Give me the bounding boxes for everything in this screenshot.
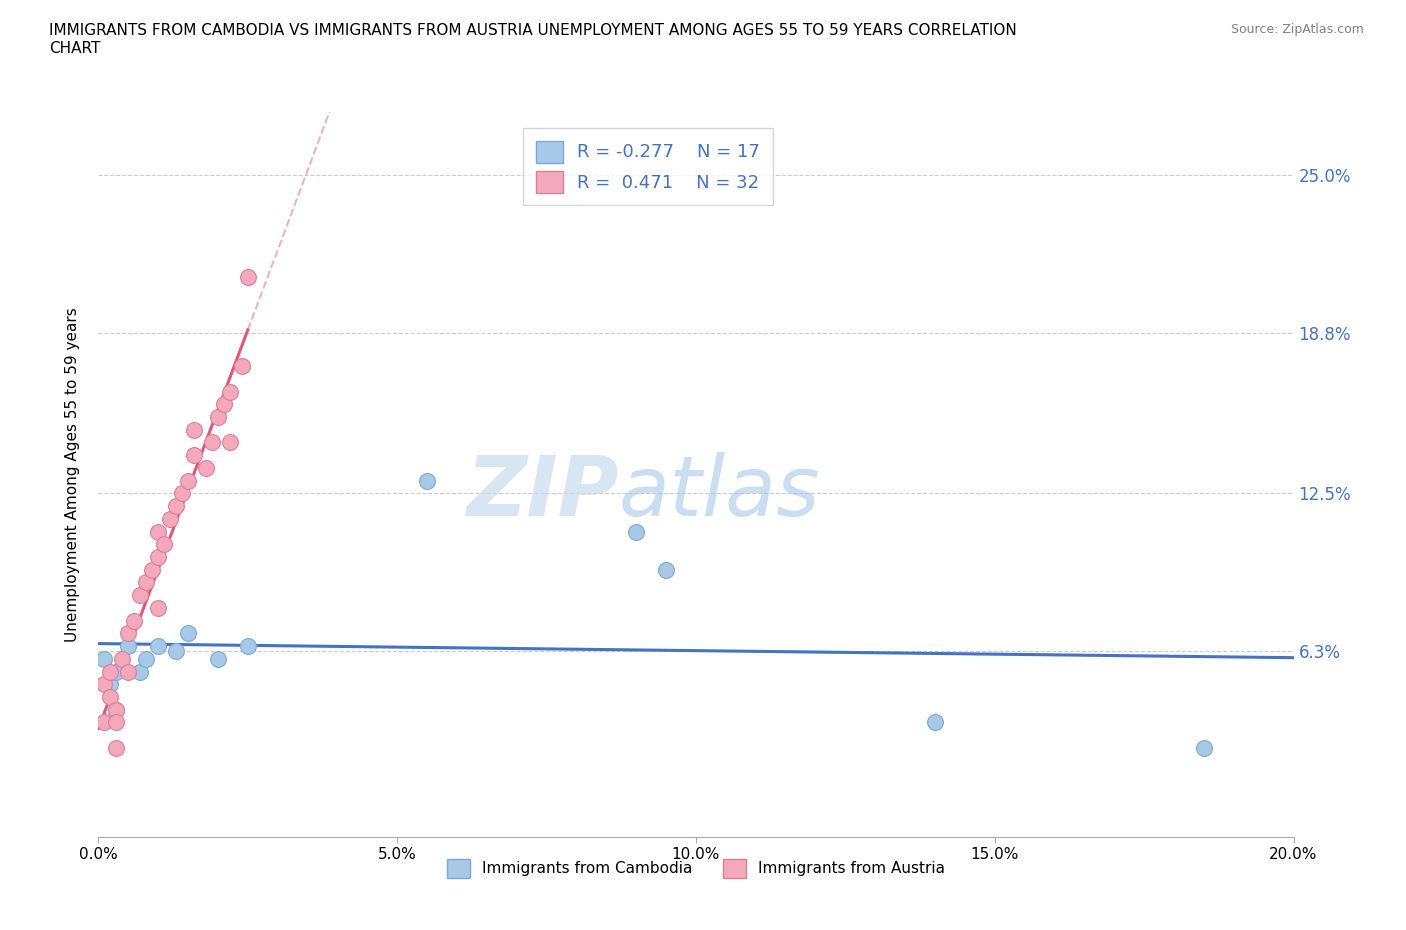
Point [105, 664, 128, 679]
Point [236, 639, 259, 654]
Point [165, 644, 187, 658]
Point [201, 435, 224, 450]
Y-axis label: Unemployment Among Ages 55 to 59 years: Unemployment Among Ages 55 to 59 years [65, 307, 80, 642]
Point [183, 422, 205, 437]
Point [207, 651, 229, 666]
Point [105, 715, 128, 730]
Point [117, 664, 139, 679]
Point [183, 447, 205, 462]
Point [165, 498, 187, 513]
Point [135, 575, 157, 590]
Point [416, 473, 439, 488]
Point [148, 525, 170, 539]
Point [655, 563, 678, 578]
Point [129, 588, 152, 603]
Point [212, 397, 235, 412]
Point [172, 486, 194, 501]
Point [153, 537, 176, 551]
Point [111, 651, 134, 666]
Point [105, 702, 128, 717]
Text: Source: ZipAtlas.com: Source: ZipAtlas.com [1230, 23, 1364, 36]
Legend: Immigrants from Cambodia, Immigrants from Austria: Immigrants from Cambodia, Immigrants fro… [440, 853, 952, 884]
Point [148, 601, 170, 616]
Point [93, 715, 115, 730]
Point [124, 613, 146, 628]
Point [98, 664, 122, 679]
Point [148, 550, 170, 565]
Point [626, 525, 648, 539]
Point [148, 639, 170, 654]
Point [141, 563, 163, 578]
Point [177, 626, 200, 641]
Text: ZIP: ZIP [465, 452, 619, 533]
Point [177, 473, 200, 488]
Point [135, 651, 157, 666]
Point [159, 512, 181, 526]
Point [98, 677, 122, 692]
Point [219, 384, 242, 399]
Text: IMMIGRANTS FROM CAMBODIA VS IMMIGRANTS FROM AUSTRIA UNEMPLOYMENT AMONG AGES 55 T: IMMIGRANTS FROM CAMBODIA VS IMMIGRANTS F… [49, 23, 1017, 56]
Point [105, 702, 128, 717]
Point [924, 715, 946, 730]
Point [231, 359, 253, 374]
Point [93, 651, 115, 666]
Point [98, 689, 122, 704]
Point [117, 639, 139, 654]
Point [195, 460, 218, 475]
Point [105, 740, 128, 755]
Point [93, 677, 115, 692]
Text: atlas: atlas [619, 452, 820, 533]
Point [1192, 740, 1215, 755]
Point [236, 270, 259, 285]
Point [117, 626, 139, 641]
Point [219, 435, 242, 450]
Point [207, 409, 229, 424]
Point [129, 664, 152, 679]
